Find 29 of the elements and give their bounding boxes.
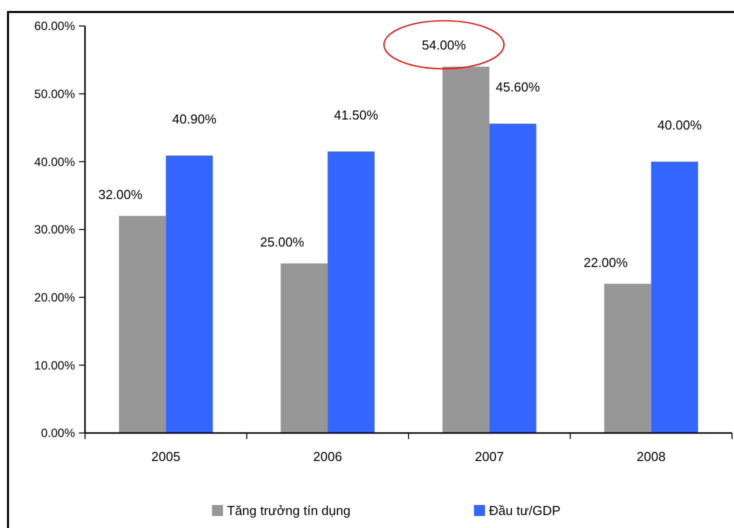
y-tick-label: 10.00%	[34, 358, 76, 372]
bar	[280, 263, 328, 433]
data-label: 32.00%	[98, 186, 143, 202]
legend-label: Đầu tư/GDP	[489, 503, 561, 518]
x-tick-label: 2008	[636, 449, 666, 464]
data-label: 40.00%	[658, 118, 702, 133]
bar	[118, 216, 166, 433]
data-label: 40.90%	[172, 112, 217, 127]
x-tick-label: 2005	[151, 449, 180, 464]
y-tick-label: 30.00%	[34, 222, 76, 237]
bar	[442, 66, 490, 433]
data-label: 22.00%	[584, 254, 628, 270]
x-tick-label: 2006	[313, 449, 342, 464]
bar	[604, 284, 652, 433]
x-tick-label: 2007	[474, 449, 504, 464]
y-tick-label: 20.00%	[34, 290, 76, 305]
data-label: 25.00%	[260, 234, 305, 250]
data-label: 45.60%	[496, 80, 540, 95]
y-tick-label: 60.00%	[34, 19, 76, 34]
legend-label: Tăng trưởng tín dụng	[227, 503, 350, 518]
y-tick-label: 50.00%	[34, 87, 76, 102]
data-label: 41.50%	[334, 107, 379, 122]
bar	[166, 156, 213, 433]
data-label: 54.00%	[422, 38, 466, 53]
bar	[489, 124, 536, 433]
bar	[651, 162, 698, 433]
y-tick-label: 0.00%	[40, 426, 76, 440]
bar	[328, 151, 375, 433]
y-tick-label: 40.00%	[34, 154, 76, 169]
